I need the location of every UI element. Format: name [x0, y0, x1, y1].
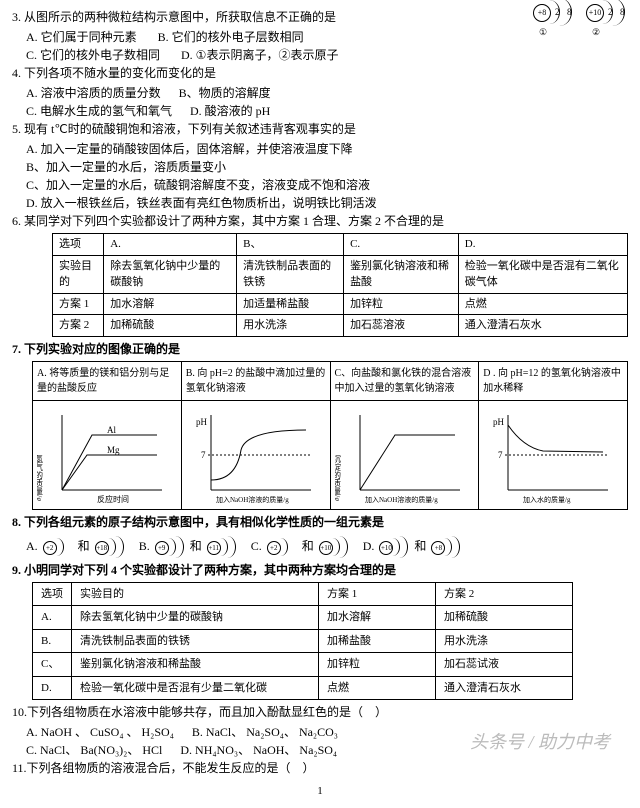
q4-stem: 4. 下列各项不随水量的变化而变化的是: [12, 66, 216, 80]
q4-c: C. 电解水生成的氢气和氧气: [26, 102, 172, 120]
svg-text:Al: Al: [107, 425, 116, 435]
q5-b: B、加入一定量的水后，溶质质量变小: [26, 158, 628, 176]
svg-text:氢气的质量/g: 氢气的质量/g: [37, 454, 44, 501]
chart-d: 7 pH 加入水的质量/g: [483, 405, 619, 505]
q10-c: C. NaCl、 Ba(NO₃)₂、 HCl: [26, 741, 162, 759]
q7-a: A. 将等质量的镁和铝分别与足量的盐酸反应: [33, 361, 182, 400]
q5-stem: 5. 现有 t℃时的硫酸铜饱和溶液，下列有关叙述违背客观事实的是: [12, 122, 356, 136]
svg-text:沉淀的质量/g: 沉淀的质量/g: [335, 455, 342, 501]
q6-table: 选项A.B、C.D. 实验目的除去氢氧化钠中少量的碳酸钠清洗铁制品表面的铁锈鉴别…: [52, 233, 628, 337]
q5-a: A. 加入一定量的硝酸铵固体后，固体溶解，并使溶液温度下降: [26, 140, 628, 158]
atom-d1: +10: [377, 533, 411, 561]
svg-text:加入水的质量/g: 加入水的质量/g: [523, 495, 571, 504]
q10-a: A. NaOH 、 CuSO₄ 、 H₂SO₄: [26, 723, 174, 741]
q7-d: D . 向 pH=12 的氢氧化钠溶液中加水稀释: [479, 361, 628, 400]
q3-d: D. ①表示阴离子，②表示原子: [181, 46, 338, 64]
atom-diagrams: +8 2 8 ① +10 2 8 ②: [525, 0, 628, 32]
atom-c2: +10: [317, 533, 351, 561]
svg-text:加入NaOH溶液的质量/g: 加入NaOH溶液的质量/g: [216, 495, 289, 504]
svg-text:Mg: Mg: [107, 445, 120, 455]
svg-text:pH: pH: [493, 417, 505, 427]
chart-c: 沉淀的质量/g 加入NaOH溶液的质量/g: [335, 405, 471, 505]
q9-table: 选项实验目的方案 1方案 2 A.除去氢氧化钠中少量的碳酸钠加水溶解加稀硫酸 B…: [32, 582, 573, 701]
page-number: 1: [12, 783, 628, 800]
atom-c1: +2: [265, 533, 299, 561]
q4-b: B、物质的溶解度: [179, 84, 271, 102]
q3-stem: 3. 从图所示的两种微粒结构示意图中，所获取信息不正确的是: [12, 10, 336, 24]
q7-b: B. 向 pH=2 的盐酸中滴加过量的氢氧化钠溶液: [181, 361, 330, 400]
atom-2: +10 2 8 ②: [578, 0, 628, 32]
atom-b2: +11: [205, 533, 239, 561]
q3-a: A. 它们属于同种元素: [26, 28, 137, 46]
atom-a1: +2: [41, 533, 75, 561]
q7-stem: 7. 下列实验对应的图像正确的是: [12, 342, 180, 356]
svg-text:反应时间: 反应时间: [97, 494, 129, 504]
q10-b: B. NaCl、 Na₂SO₄、 Na₂CO₃: [192, 723, 338, 741]
svg-text:加入NaOH溶液的质量/g: 加入NaOH溶液的质量/g: [365, 495, 438, 504]
chart-b: 7 pH 加入NaOH溶液的质量/g: [186, 405, 322, 505]
q8-a: A.: [26, 538, 38, 552]
q4-a: A. 溶液中溶质的质量分数: [26, 84, 161, 102]
atom-b1: +9: [153, 533, 187, 561]
q5-c: C、加入一定量的水后，硫酸铜溶解度不变，溶液变成不饱和溶液: [26, 176, 628, 194]
svg-text:7: 7: [201, 450, 206, 460]
q5-d: D. 放入一根铁丝后，铁丝表面有亮红色物质析出，说明铁比铜活泼: [26, 194, 628, 212]
q8-b: B.: [139, 538, 150, 552]
q10-d: D. NH₄NO₃、 NaOH、 Na₂SO₄: [180, 741, 337, 759]
atom-d2: +8: [429, 533, 463, 561]
q8-d: D.: [363, 538, 375, 552]
atom-a2: +18: [93, 533, 127, 561]
q9-stem: 9. 小明同学对下列 4 个实验都设计了两种方案，其中两种方案均合理的是: [12, 563, 396, 577]
q11-stem: 11.下列各组物质的溶液混合后，不能发生反应的是（ ）: [12, 761, 315, 775]
chart-a: Al Mg 氢气的质量/g 反应时间: [37, 405, 173, 505]
q3-c: C. 它们的核外电子数相同: [26, 46, 160, 64]
q10-stem: 10.下列各组物质在水溶液中能够共存，而且加入酚酞显红色的是（ ）: [12, 705, 387, 719]
svg-text:pH: pH: [196, 417, 208, 427]
q3-b: B. 它们的核外电子层数相同: [158, 28, 304, 46]
q8-c: C.: [251, 538, 262, 552]
svg-text:7: 7: [498, 450, 503, 460]
q7-table: A. 将等质量的镁和铝分别与足量的盐酸反应 B. 向 pH=2 的盐酸中滴加过量…: [32, 361, 628, 510]
q7-c: C、向盐酸和氯化铁的混合溶液中加入过量的氢氧化钠溶液: [330, 361, 479, 400]
q4-d: D. 酸溶液的 pH: [190, 102, 270, 120]
q8-stem: 8. 下列各组元素的原子结构示意图中，具有相似化学性质的一组元素是: [12, 515, 384, 529]
atom-1: +8 2 8 ①: [525, 0, 575, 32]
q6-stem: 6. 某同学对下列四个实验都设计了两种方案，其中方案 1 合理、方案 2 不合理…: [12, 214, 444, 228]
watermark: 头条号 / 助力中考: [470, 729, 610, 756]
